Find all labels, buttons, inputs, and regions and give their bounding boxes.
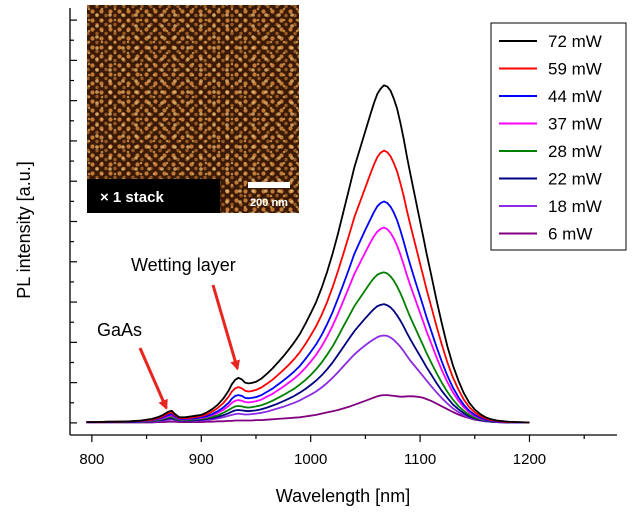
y-ticks [70, 19, 77, 424]
series-line-6-mw [86, 394, 530, 424]
inset-label: × 1 stack [100, 189, 164, 206]
legend-label: 6 mW [548, 225, 592, 244]
legend-label: 59 mW [548, 60, 602, 79]
annotation-gaas-label: GaAs [97, 320, 142, 340]
x-tick-label: 800 [79, 451, 104, 468]
series-layer [86, 84, 530, 424]
legend: 72 mW 59 mW 44 mW 37 mW 28 mW 22 mW 18 mW 6 mW [490, 22, 627, 251]
x-tick-label: 1000 [294, 451, 327, 468]
legend-label: 44 mW [548, 87, 602, 106]
x-ticks: 800 900 1000 1100 1200 [79, 435, 585, 468]
series-line-72-mw [86, 84, 530, 424]
scale-bar [248, 182, 290, 188]
annotations: GaAs Wetting layer [97, 255, 240, 410]
series-line-59-mw [86, 149, 530, 424]
x-axis-label: Wavelength [nm] [276, 486, 410, 506]
x-tick-label: 1200 [513, 451, 546, 468]
legend-label: 18 mW [548, 197, 602, 216]
legend-label: 72 mW [548, 32, 602, 51]
x-tick-label: 1100 [404, 451, 436, 468]
afm-inset-image: × 1 stack 200 nm [87, 5, 299, 213]
legend-label: 22 mW [548, 170, 602, 189]
legend-label: 28 mW [548, 142, 602, 161]
x-tick-label: 900 [189, 451, 214, 468]
legend-label: 37 mW [548, 115, 602, 134]
inset-label-box [87, 179, 220, 213]
annotation-wetting-layer-arrow [211, 284, 240, 371]
annotation-gaas-arrow [138, 347, 168, 410]
annotation-wetting-layer-label: Wetting layer [131, 255, 236, 275]
legend-box [490, 22, 627, 251]
y-axis-label: PL intensity [a.u.] [14, 161, 34, 298]
scale-bar-label: 200 nm [250, 197, 288, 209]
